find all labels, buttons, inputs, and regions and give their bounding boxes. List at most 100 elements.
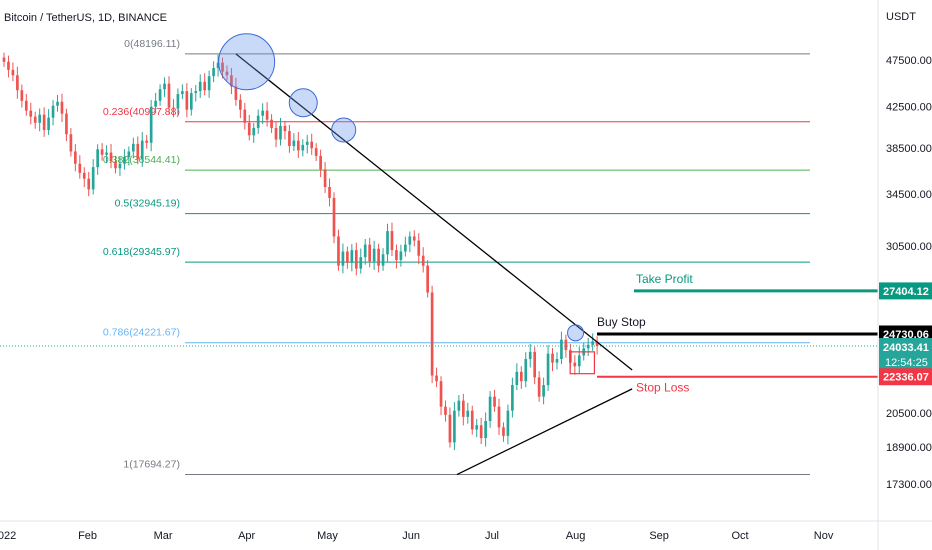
candle-body bbox=[519, 371, 523, 382]
highlight-circle[interactable] bbox=[567, 324, 585, 342]
candle-body bbox=[453, 410, 456, 443]
candle-body bbox=[261, 110, 264, 116]
candle-body bbox=[256, 115, 260, 128]
trendline-descending[interactable] bbox=[235, 53, 633, 371]
candle-body bbox=[82, 172, 86, 179]
candle-body bbox=[149, 106, 153, 143]
candle-body bbox=[377, 248, 380, 266]
candle-body bbox=[421, 255, 425, 266]
take-profit-tag-text: 27404.12 bbox=[883, 286, 929, 298]
candle-body bbox=[20, 90, 24, 101]
candle-body bbox=[87, 178, 91, 190]
candle-body bbox=[74, 151, 77, 164]
candle-body bbox=[221, 62, 224, 72]
trendline-ascending[interactable] bbox=[456, 388, 633, 476]
x-tick-label: Oct bbox=[731, 530, 748, 542]
candle-body bbox=[131, 143, 135, 152]
fib-retracement[interactable]: 0(48196.11) 0.236(40997.88) 0.382(36544.41… bbox=[103, 38, 810, 476]
candle-body bbox=[363, 244, 367, 258]
y-tick-label: 18900.00 bbox=[886, 442, 932, 454]
candle-body bbox=[470, 410, 474, 430]
candle-body bbox=[448, 414, 452, 443]
drawings[interactable]: Take Profit Buy Stop Stop Loss bbox=[0, 33, 878, 476]
range-box[interactable] bbox=[569, 351, 596, 375]
candle-body bbox=[29, 110, 33, 117]
candle-body bbox=[577, 355, 581, 367]
candle-body bbox=[479, 425, 483, 439]
x-tick-label: Aug bbox=[566, 530, 586, 542]
candle-body bbox=[395, 250, 398, 260]
candle-body bbox=[493, 396, 496, 407]
candle-body bbox=[123, 157, 126, 164]
candle-body bbox=[78, 163, 82, 173]
y-tick-label: 34500.00 bbox=[886, 189, 932, 201]
candle-body bbox=[243, 109, 247, 123]
candle-body bbox=[163, 83, 166, 90]
candle-body bbox=[591, 341, 594, 345]
candle-body bbox=[189, 93, 193, 110]
candle-body bbox=[69, 134, 73, 152]
candle-body bbox=[194, 91, 198, 94]
candle-body bbox=[444, 406, 447, 415]
candle-body bbox=[176, 94, 180, 109]
candle-body bbox=[560, 339, 563, 360]
candle-body bbox=[528, 351, 532, 360]
candle-body bbox=[91, 167, 95, 190]
candle-body bbox=[270, 119, 273, 128]
candle-body bbox=[140, 140, 144, 160]
candle-body bbox=[537, 377, 541, 397]
candle-body bbox=[511, 385, 514, 411]
candle-body bbox=[212, 68, 215, 77]
take-profit-label: Take Profit bbox=[636, 272, 693, 286]
candle-body bbox=[296, 140, 300, 151]
candle-body bbox=[181, 91, 184, 95]
countdown-text: 12:54:25 bbox=[885, 357, 928, 369]
candle-body bbox=[533, 351, 537, 378]
buy-stop-label: Buy Stop bbox=[597, 315, 646, 329]
candle-body bbox=[158, 89, 162, 101]
y-tick-label: 38500.00 bbox=[886, 143, 932, 155]
time-axis[interactable]: 2022 Feb Mar Apr May Jun Jul Aug Sep Oct Nov bbox=[0, 530, 834, 542]
candle-body bbox=[564, 339, 568, 351]
candle-body bbox=[301, 144, 305, 151]
x-tick-label: Sep bbox=[649, 530, 669, 542]
candle-body bbox=[412, 236, 416, 241]
candle-body bbox=[283, 125, 287, 132]
candle-body bbox=[399, 251, 403, 260]
candle-body bbox=[368, 244, 372, 262]
candle-body bbox=[426, 265, 429, 293]
candle-body bbox=[502, 427, 505, 436]
candle-body bbox=[328, 186, 331, 198]
fib-level-label: 0.236(40997.88) bbox=[103, 106, 180, 118]
candle-body bbox=[515, 371, 519, 386]
candle-body bbox=[372, 248, 376, 262]
candle-body bbox=[239, 99, 242, 110]
highlight-circle[interactable] bbox=[288, 88, 318, 118]
candle-body bbox=[24, 100, 28, 111]
candle-body bbox=[595, 341, 599, 346]
candle-body bbox=[484, 421, 487, 439]
fib-level-label: 1(17694.27) bbox=[123, 459, 180, 471]
highlight-circle[interactable] bbox=[218, 33, 276, 91]
candle-body bbox=[386, 231, 389, 255]
fib-level-label: 0.618(29345.97) bbox=[103, 246, 180, 258]
candle-body bbox=[337, 236, 340, 266]
candle-body bbox=[127, 151, 131, 158]
candle-body bbox=[230, 75, 233, 87]
candle-body bbox=[265, 110, 269, 120]
candle-body bbox=[439, 381, 443, 407]
candle-body bbox=[16, 75, 19, 91]
candle-body bbox=[252, 127, 256, 136]
candle-body bbox=[203, 81, 207, 91]
candles bbox=[2, 52, 599, 451]
candle-body bbox=[314, 148, 318, 156]
candle-body bbox=[435, 375, 438, 382]
price-axis[interactable]: 47500.00 42500.00 38500.00 34500.00 30500.00… bbox=[886, 55, 932, 491]
last-price-tag-text: 24033.41 bbox=[883, 342, 929, 354]
candle-body bbox=[506, 410, 510, 436]
candle-body bbox=[475, 425, 479, 430]
candle-body bbox=[60, 101, 64, 114]
highlight-circle[interactable] bbox=[331, 117, 357, 143]
